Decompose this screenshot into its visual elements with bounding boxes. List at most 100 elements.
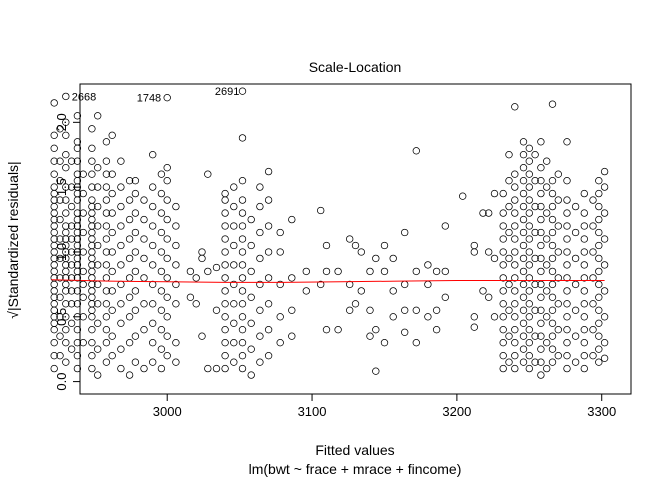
data-point	[470, 241, 478, 250]
data-point	[157, 170, 166, 178]
data-point	[537, 254, 545, 263]
data-point	[73, 326, 82, 334]
data-point	[131, 177, 140, 185]
data-point	[238, 235, 247, 243]
data-point	[505, 177, 513, 185]
data-point	[73, 138, 82, 146]
data-point	[537, 189, 545, 198]
data-point	[247, 371, 255, 379]
data-point	[117, 222, 125, 230]
data-point	[67, 345, 76, 353]
data-point	[511, 364, 519, 373]
data-point	[102, 138, 111, 146]
data-point	[505, 202, 513, 211]
data-point	[88, 196, 96, 204]
data-point	[50, 364, 58, 373]
y-tick-label: 1.0	[54, 243, 69, 261]
data-point	[56, 254, 64, 263]
data-point	[238, 326, 247, 334]
data-point	[537, 280, 545, 289]
data-point	[589, 352, 597, 360]
data-point	[50, 144, 58, 152]
data-point	[519, 215, 528, 224]
data-point	[511, 196, 519, 204]
data-point	[580, 313, 588, 321]
data-point	[519, 164, 528, 172]
data-point	[525, 222, 533, 230]
data-point	[102, 261, 111, 269]
data-point	[117, 280, 125, 289]
data-point	[380, 241, 389, 250]
data-point	[102, 300, 111, 308]
data-point	[94, 164, 102, 172]
data-point	[322, 241, 331, 250]
data-point	[511, 183, 519, 191]
data-point	[580, 261, 588, 269]
data-point	[238, 364, 247, 373]
data-point	[238, 177, 247, 185]
data-point	[67, 261, 76, 269]
data-point	[117, 261, 125, 269]
data-point	[441, 267, 449, 276]
data-point	[88, 326, 96, 334]
data-point	[580, 235, 588, 243]
data-point	[322, 267, 331, 276]
data-point	[186, 293, 195, 301]
data-point	[554, 300, 562, 308]
data-point	[511, 209, 519, 217]
data-point	[595, 189, 603, 198]
data-point	[221, 313, 229, 321]
data-point	[441, 222, 449, 230]
data-point	[102, 326, 111, 334]
data-point	[56, 293, 64, 301]
data-point	[238, 87, 247, 95]
data-point	[595, 202, 603, 211]
data-point	[595, 345, 603, 353]
data-point	[102, 274, 111, 282]
data-point	[50, 99, 58, 107]
x-axis: 3000 3100 3200 3300	[153, 393, 616, 419]
data-point	[62, 118, 70, 126]
data-point	[519, 189, 528, 198]
data-point	[525, 339, 533, 347]
y-tick-label: 0.0	[54, 373, 69, 391]
data-point	[102, 196, 111, 204]
data-point	[50, 209, 58, 217]
data-point	[537, 358, 545, 366]
data-point	[548, 254, 557, 263]
smooth-line-layer	[51, 279, 605, 283]
data-point	[157, 345, 166, 353]
point-label: 1748	[137, 93, 161, 105]
data-point	[238, 222, 247, 230]
data-point	[432, 306, 441, 314]
data-point	[172, 202, 180, 211]
data-point	[186, 267, 195, 276]
data-point	[511, 287, 519, 295]
data-point	[247, 241, 255, 250]
data-point	[519, 151, 528, 159]
data-point	[172, 280, 180, 289]
data-point	[389, 313, 397, 321]
data-point	[94, 241, 102, 250]
data-point	[117, 364, 125, 373]
data-point	[221, 209, 229, 217]
data-point	[563, 196, 571, 204]
data-point	[519, 177, 528, 185]
data-point	[125, 254, 134, 263]
data-point	[256, 332, 264, 340]
data-point	[50, 280, 58, 289]
data-point	[172, 300, 180, 308]
data-point	[62, 151, 70, 159]
data-point	[157, 287, 166, 295]
data-point	[108, 287, 116, 295]
data-point	[94, 371, 102, 379]
data-point	[62, 313, 70, 321]
data-point	[247, 293, 255, 301]
data-point	[172, 339, 180, 347]
data-point	[102, 287, 111, 295]
data-point	[276, 228, 284, 237]
data-point	[511, 261, 519, 269]
data-point	[247, 319, 255, 327]
data-point	[519, 254, 528, 263]
data-point	[94, 300, 102, 308]
